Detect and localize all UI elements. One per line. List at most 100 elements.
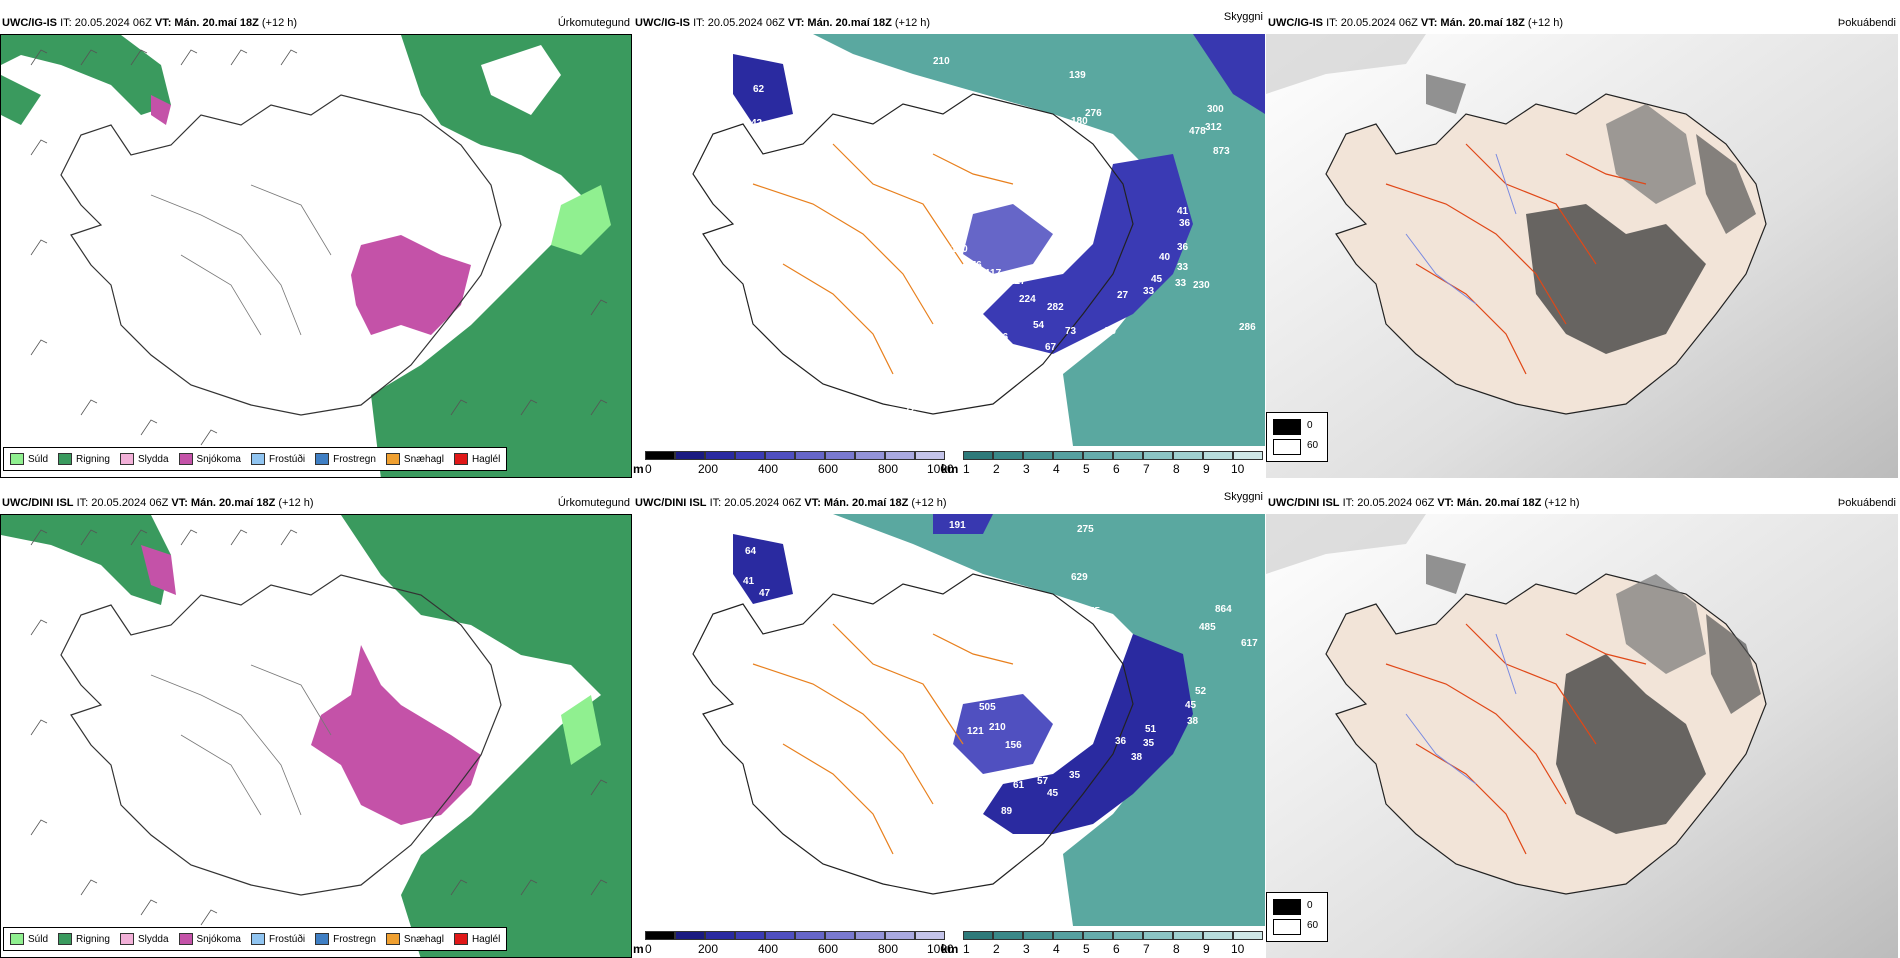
colorbar-segment — [1203, 451, 1233, 460]
colorbar-segment — [1113, 451, 1143, 460]
colorbar-segment — [645, 931, 675, 940]
legend-low: 0 — [1307, 900, 1313, 911]
cloud-map-graphic — [1266, 514, 1898, 958]
precip-panel-row1: UWC/IG-IS IT: 20.05.2024 06Z VT: Mán. 20… — [0, 14, 632, 478]
ceiling-label: 286 — [1239, 322, 1256, 333]
valid-label: VT: — [171, 497, 188, 509]
legend-label: Frostregn — [333, 933, 376, 945]
legend-item: Rigning — [58, 933, 110, 945]
ceiling-label: 55 — [1089, 606, 1101, 617]
colorbar-tick: 800 — [878, 942, 899, 956]
colorbar-segment — [1203, 931, 1233, 940]
cloud-panel-row1: UWC/IG-IS IT: 20.05.2024 06Z VT: Mán. 20… — [1266, 14, 1898, 478]
ceiling-label: 35 — [1143, 738, 1155, 749]
valid-label: VT: — [787, 17, 805, 29]
colorbar-segment — [825, 451, 855, 460]
valid-label: VT: — [1437, 497, 1454, 509]
legend-swatch-light — [1273, 919, 1301, 935]
model-name: UWC/DINI ISL — [1268, 497, 1340, 509]
colorbar-tick: 600 — [818, 942, 839, 956]
colorbar-segment — [1083, 931, 1113, 940]
ceiling-label: 210 — [989, 722, 1006, 733]
colorbar-tick: 7 — [1143, 462, 1150, 476]
colorbar-segment — [915, 931, 945, 940]
colorbar-tick: 5 — [1083, 462, 1090, 476]
ceiling-label: 51 — [1145, 724, 1157, 735]
legend-label: Haglél — [471, 933, 501, 945]
colorbar-tick: 1 — [963, 942, 970, 956]
colorbar-tick: 1 — [963, 462, 970, 476]
legend-low: 0 — [1307, 420, 1313, 431]
colorbar-tick: 400 — [758, 462, 779, 476]
legend-item: Snjókoma — [178, 453, 241, 465]
visibility-map-graphic: 62 42 210 139 276 180 300 478 312 873 41… — [633, 34, 1265, 446]
precip-map: Súld Rigning Slydda Snjókoma Frostúði Fr… — [0, 34, 632, 478]
legend-item: Frostregn — [315, 453, 376, 465]
ceiling-label: 128 — [975, 298, 992, 309]
panel-header: UWC/IG-IS IT: 20.05.2024 06Z VT: Mán. 20… — [0, 14, 632, 32]
ceiling-label: 156 — [1005, 740, 1022, 751]
colorbar-segment — [825, 931, 855, 940]
ceiling-label: 109 — [905, 716, 922, 727]
init-time: IT: 20.05.2024 06Z — [693, 17, 785, 29]
legend-swatch — [119, 933, 134, 945]
ceiling-label: 110 — [925, 856, 942, 867]
ceiling-label: 38 — [1131, 752, 1143, 763]
valid-label: VT: — [154, 17, 172, 29]
legend-label: Snæhagl — [403, 453, 444, 465]
colorbar-tick: 7 — [1143, 942, 1150, 956]
visibility-map-graphic: 64 41 47 43 191 275 629 55 864 485 617 4… — [633, 514, 1265, 926]
legend-item: Haglél — [453, 933, 501, 945]
colorbar-unit: km — [941, 462, 959, 476]
ceiling-label: 35 — [1069, 770, 1081, 781]
ceiling-label: 276 — [1085, 108, 1102, 119]
colorbar-segment — [765, 931, 795, 940]
legend-item: Snæhagl — [385, 453, 444, 465]
ceiling-label: 191 — [949, 520, 966, 531]
init-time: IT: 20.05.2024 06Z — [76, 497, 169, 509]
model-name: UWC/DINI ISL — [2, 497, 74, 509]
legend-item: Snæhagl — [385, 933, 444, 945]
valid-time: Mán. 20.maí 18Z — [807, 17, 892, 29]
legend-swatch — [10, 933, 24, 945]
colorbar-segment — [675, 931, 705, 940]
ceiling-label: 40 — [1159, 252, 1171, 263]
ceiling-label: 745 — [1031, 686, 1048, 697]
colorbar-tick: 400 — [758, 942, 779, 956]
ceiling-label: 96 — [997, 332, 1009, 343]
ceiling-label: 85 — [909, 368, 921, 379]
ceiling-label: 54 — [1033, 320, 1045, 331]
colorbar-segment — [735, 451, 765, 460]
colorbar-tick: 9 — [1203, 462, 1210, 476]
colorbar-segment — [765, 451, 795, 460]
ceiling-label: 488 — [977, 670, 994, 681]
colorbar-segment — [1023, 451, 1053, 460]
panel-title: Þokuábendi — [1837, 17, 1896, 29]
lead-time: (+12 h) — [1527, 17, 1564, 29]
cloud-map — [1266, 514, 1898, 958]
legend-item: Frostúði — [250, 933, 305, 945]
visibility-panel-row2: UWC/DINI ISL IT: 20.05.2024 06Z VT: Mán.… — [633, 491, 1265, 958]
ceiling-label: 47 — [759, 588, 771, 599]
ceiling-label: 864 — [1215, 604, 1232, 615]
init-time: IT: 20.05.2024 06Z — [709, 497, 802, 509]
colorbar-tick: 6 — [1113, 462, 1120, 476]
valid-time: Mán. 20.maí 18Z — [174, 17, 259, 29]
ceiling-label: 27 — [1117, 290, 1129, 301]
ceiling-label: 205 — [1045, 754, 1062, 765]
visibility-panel-row1: UWC/IG-IS IT: 20.05.2024 06Z VT: Mán. 20… — [633, 11, 1265, 478]
panel-title: Skyggni — [1223, 11, 1263, 23]
cloud-legend-row1: 0 60 — [1266, 412, 1328, 462]
legend-item: Súld — [10, 933, 48, 945]
legend-swatch — [315, 933, 330, 945]
legend-swatch — [385, 453, 400, 465]
valid-time: Mán. 20.maí 18Z — [1456, 497, 1542, 509]
init-time: IT: 20.05.2024 06Z — [60, 17, 152, 29]
legend-label: Snæhagl — [403, 933, 444, 945]
valid-time: Mán. 20.maí 18Z — [1440, 17, 1525, 29]
panel-header: UWC/DINI ISL IT: 20.05.2024 06Z VT: Mán.… — [633, 491, 1265, 512]
legend-swatch — [58, 453, 73, 465]
colorbar-segment — [735, 931, 765, 940]
colorbar-segment — [645, 451, 675, 460]
ceiling-label: 61 — [1013, 780, 1025, 791]
